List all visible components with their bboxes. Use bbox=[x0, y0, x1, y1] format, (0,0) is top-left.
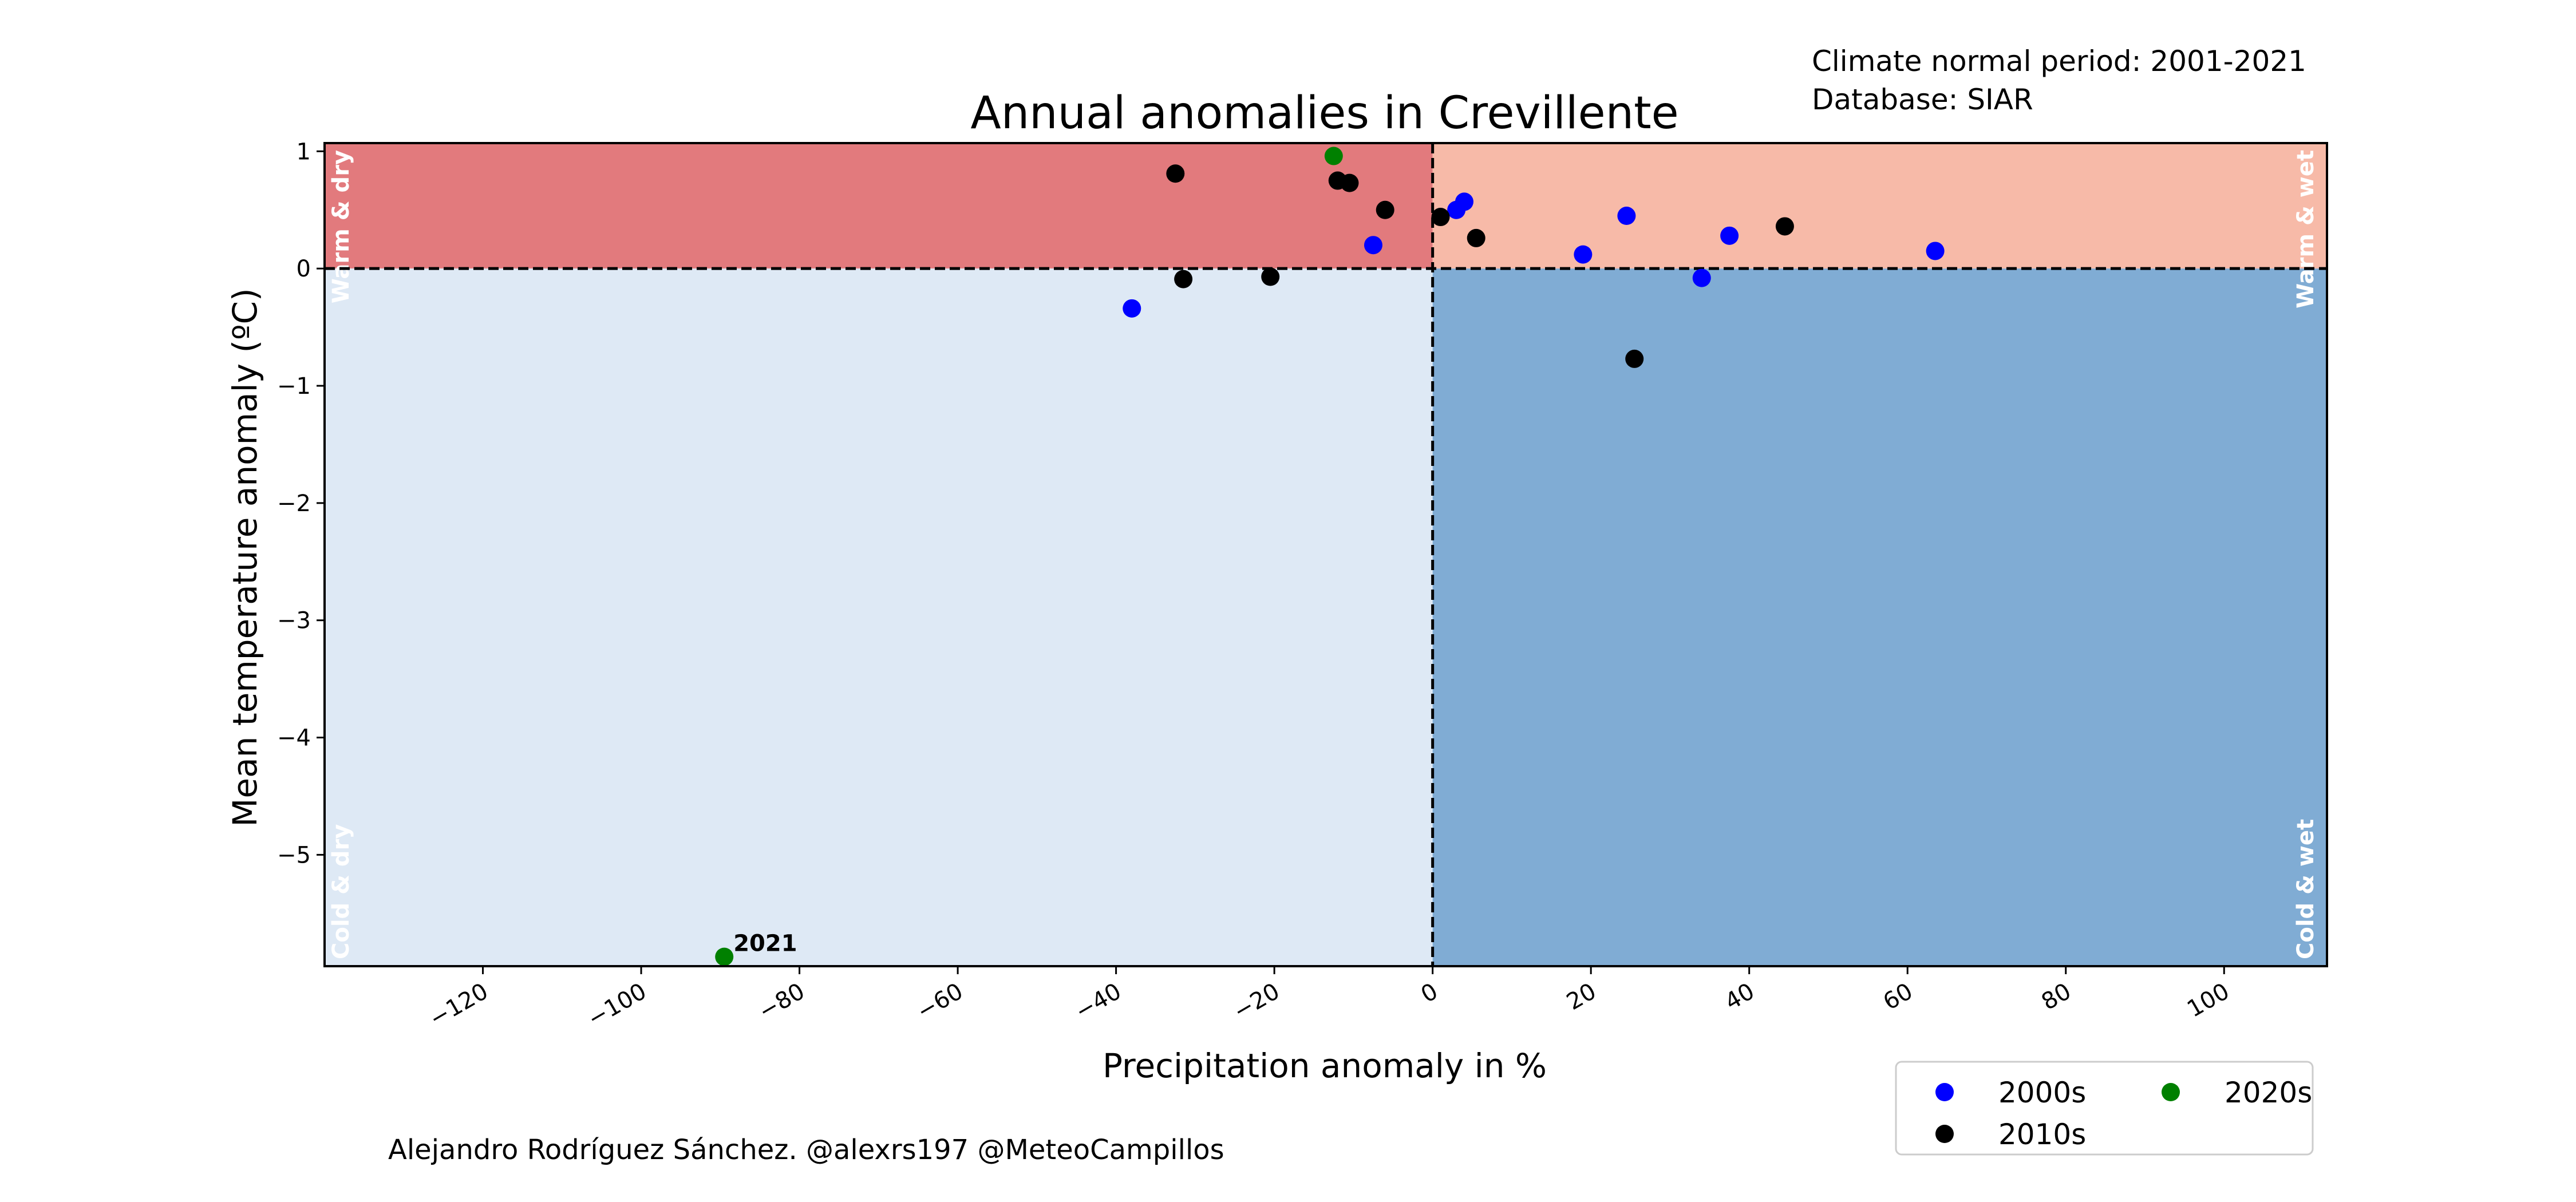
x-tick-label: −80 bbox=[754, 978, 809, 1025]
point-2000s-6 bbox=[1617, 207, 1636, 226]
x-tick-label: −40 bbox=[1070, 978, 1125, 1025]
data-points bbox=[715, 147, 1945, 966]
quadrant-cold-dry bbox=[325, 268, 1433, 966]
x-tick-label: −100 bbox=[583, 978, 651, 1033]
y-tick-label: −3 bbox=[277, 608, 311, 634]
point-2010s-2 bbox=[1174, 270, 1193, 288]
quadrant-cold-wet bbox=[1432, 268, 2327, 966]
x-tick-label: −120 bbox=[425, 978, 492, 1033]
point-2000s-7 bbox=[1692, 268, 1711, 287]
author-credit: Alejandro Rodríguez Sánchez. @alexrs197 … bbox=[388, 1134, 1224, 1166]
quadrant-warm-wet bbox=[1432, 143, 2327, 269]
legend-marker-2000s bbox=[1935, 1083, 1954, 1101]
point-2000s-9 bbox=[1926, 242, 1945, 260]
x-tick-label: 80 bbox=[2037, 978, 2076, 1015]
point-2020s-2 bbox=[715, 947, 734, 966]
legend-label-2010s: 2010s bbox=[1998, 1118, 2086, 1151]
point-2010s-10 bbox=[1775, 217, 1794, 236]
database-note: Database: SIAR bbox=[1812, 83, 2033, 116]
chart-title: Annual anomalies in Crevillente bbox=[970, 88, 1678, 139]
legend-marker-2010s bbox=[1935, 1125, 1954, 1143]
point-2010s-6 bbox=[1376, 200, 1394, 219]
quadrant-label-cold-wet: Cold & wet bbox=[2293, 819, 2319, 959]
x-axis-label: Precipitation anomaly in % bbox=[1103, 1046, 1547, 1085]
legend-label-2000s: 2000s bbox=[1998, 1076, 2086, 1109]
axes-frame bbox=[323, 142, 2328, 967]
point-2000s-8 bbox=[1720, 226, 1739, 245]
normal-period-note: Climate normal period: 2001-2021 bbox=[1812, 45, 2306, 78]
legend-marker-2020s bbox=[2162, 1083, 2180, 1101]
point-2020s-1 bbox=[1324, 147, 1343, 165]
y-tick-label: −2 bbox=[277, 491, 311, 517]
point-2010s-1 bbox=[1166, 164, 1185, 183]
x-tick-label: −20 bbox=[1229, 978, 1284, 1025]
point-2000s-5 bbox=[1574, 245, 1593, 264]
y-tick-label: −1 bbox=[277, 373, 311, 400]
point-2010s-5 bbox=[1340, 173, 1359, 192]
point-2010s-9 bbox=[1625, 349, 1644, 368]
legend-box bbox=[1895, 1061, 2314, 1156]
x-tick-label: −60 bbox=[912, 978, 967, 1025]
zero-reference-lines bbox=[325, 143, 2327, 966]
quadrant-label-warm-wet: Warm & wet bbox=[2293, 150, 2319, 309]
point-2010s-8 bbox=[1467, 228, 1485, 247]
point-2010s-7 bbox=[1431, 208, 1450, 227]
point-2000s-2 bbox=[1364, 236, 1382, 255]
quadrant-label-warm-dry: Warm & dry bbox=[328, 150, 354, 303]
legend-label-2020s: 2020s bbox=[2225, 1076, 2312, 1109]
x-tick-label: 40 bbox=[1721, 978, 1759, 1015]
point-2010s-3 bbox=[1261, 267, 1280, 286]
x-tick-label: 100 bbox=[2183, 978, 2234, 1023]
x-axis-ticks: −120 −100 −80 −60 −40 −20 0 20 40 60 80 100 bbox=[425, 966, 2234, 1033]
y-tick-label: −4 bbox=[277, 725, 311, 752]
y-tick-label: −5 bbox=[277, 842, 311, 868]
y-axis-label: Mean temperature anomaly (ºC) bbox=[226, 288, 264, 827]
legend: 2000s 2010s 2020s bbox=[1895, 1061, 2314, 1156]
quadrant-labels: Warm & dry Warm & wet Cold & dry Cold & wet bbox=[328, 150, 2319, 959]
x-tick-label: 0 bbox=[1417, 978, 1443, 1009]
point-2000s-1 bbox=[1123, 299, 1141, 318]
quadrant-label-cold-dry: Cold & dry bbox=[328, 824, 354, 959]
point-annotations: 2021 bbox=[733, 931, 797, 957]
quadrant-warm-dry bbox=[325, 143, 1433, 269]
y-tick-label: 1 bbox=[297, 139, 311, 165]
quadrant-backgrounds bbox=[325, 143, 2327, 966]
x-tick-label: 20 bbox=[1562, 978, 1601, 1015]
y-axis-ticks: 1 0 −1 −2 −3 −4 −5 bbox=[277, 139, 325, 868]
point-2000s-4 bbox=[1455, 192, 1473, 211]
y-tick-label: 0 bbox=[297, 256, 311, 282]
annotation-2021: 2021 bbox=[733, 931, 797, 957]
x-tick-label: 60 bbox=[1879, 978, 1917, 1015]
